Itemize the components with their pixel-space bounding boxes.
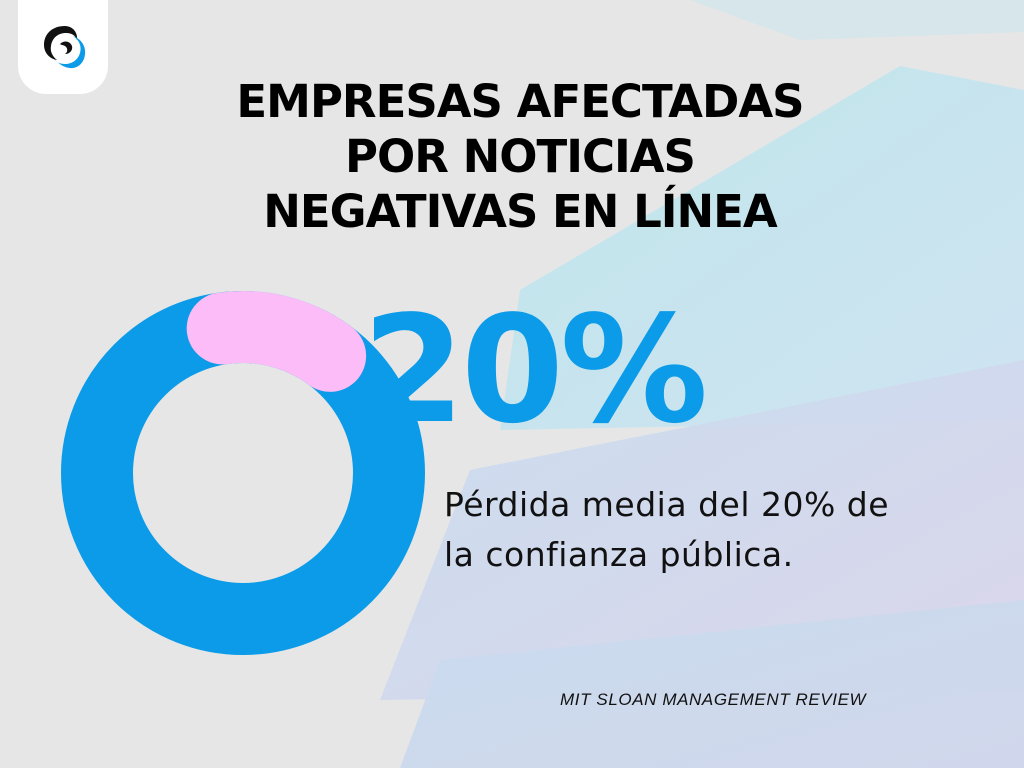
title-line-2: POR NOTICIAS (345, 130, 696, 183)
bg-shape-top-right (690, 0, 1024, 40)
donut-chart (61, 291, 425, 655)
description-line-2: la confianza pública. (444, 535, 794, 574)
source-credit: MIT SLOAN MANAGEMENT REVIEW (560, 690, 867, 709)
page-title: EMPRESAS AFECTADAS POR NOTICIAS NEGATIVA… (150, 74, 890, 239)
donut-highlight-segment (186, 291, 367, 392)
stat-description: Pérdida media del 20% de la confianza pú… (444, 480, 964, 580)
bg-shape-bottom (400, 600, 1024, 768)
percent-value: 20% (362, 284, 708, 456)
description-line-1: Pérdida media del 20% de (444, 485, 890, 524)
title-line-3: NEGATIVAS EN LÍNEA (263, 185, 778, 238)
bg-shape-upper (500, 66, 1024, 430)
title-line-1: EMPRESAS AFECTADAS (236, 75, 804, 128)
bg-shape-middle (380, 360, 1024, 700)
logo-container (18, 0, 108, 94)
brand-logo-icon (44, 26, 86, 69)
